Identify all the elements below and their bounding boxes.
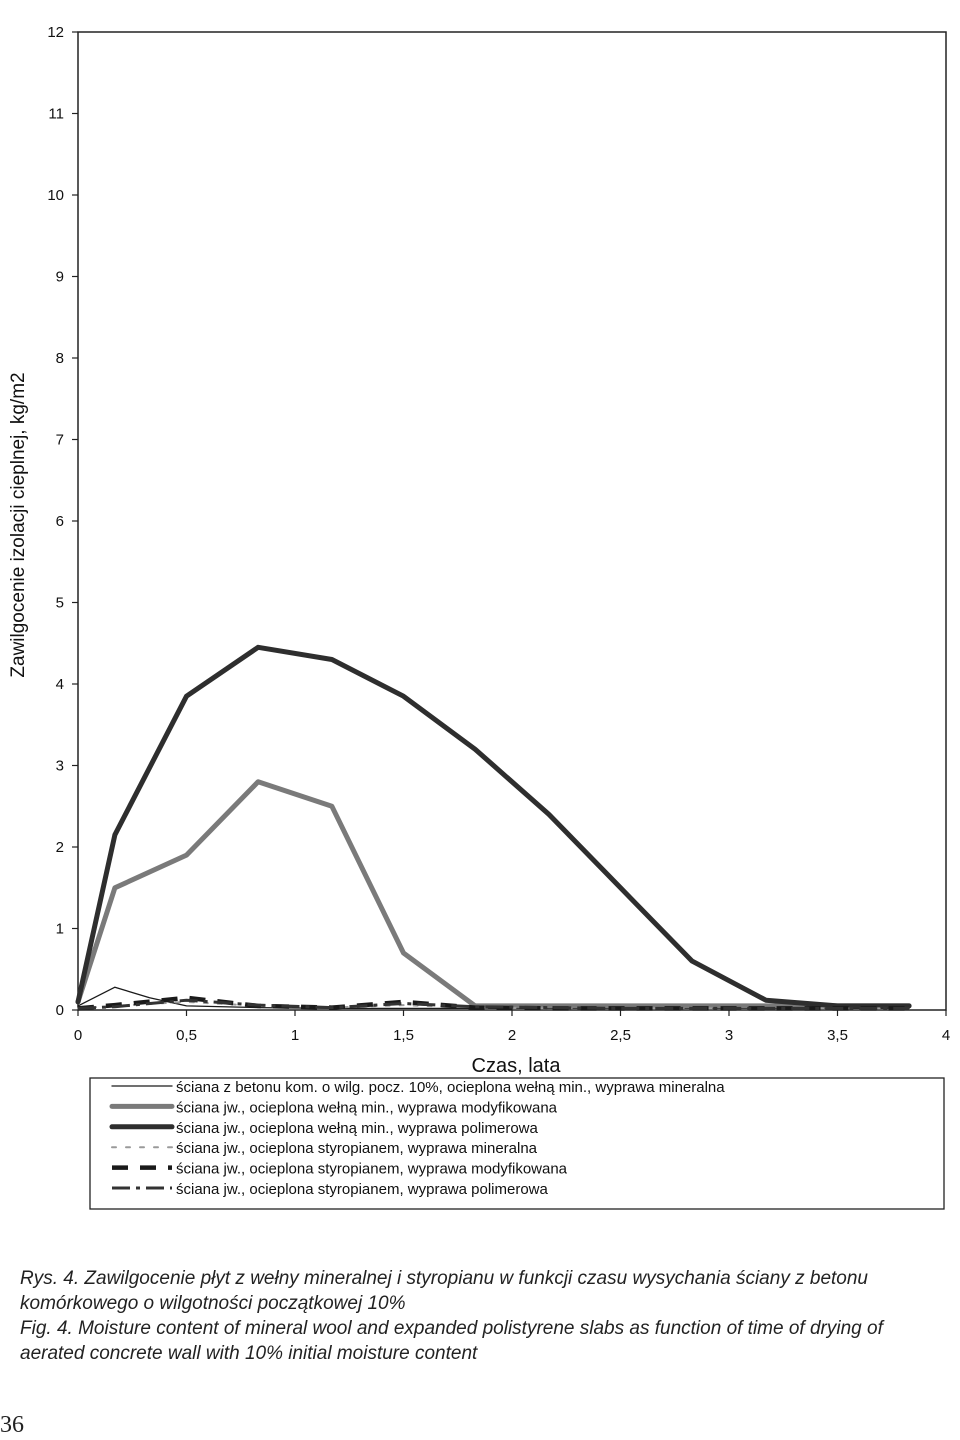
x-tick-label: 0 xyxy=(74,1027,82,1044)
y-tick-label: 12 xyxy=(47,24,64,41)
x-axis-label: Czas, lata xyxy=(472,1055,562,1077)
y-tick-label: 6 xyxy=(56,513,64,530)
y-tick-label: 1 xyxy=(56,921,64,938)
x-tick-label: 0,5 xyxy=(176,1027,197,1044)
x-tick-label: 2 xyxy=(508,1027,516,1044)
y-tick-label: 9 xyxy=(56,269,64,286)
y-tick-label: 10 xyxy=(47,187,64,204)
series-line-6 xyxy=(77,998,910,1010)
y-tick-label: 0 xyxy=(56,1002,64,1019)
plot-area xyxy=(77,31,947,1011)
figure-caption-polish: Rys. 4. Zawilgocenie płyt z wełny minera… xyxy=(20,1268,868,1314)
x-tick-label: 2,5 xyxy=(610,1027,631,1044)
x-tick-label: 1,5 xyxy=(393,1027,414,1044)
x-axis-ticks: 0 0,5 1 1,5 2 2,5 3 3,5 4 xyxy=(74,1010,950,1044)
x-tick-label: 4 xyxy=(942,1027,950,1044)
legend-label-5: ściana jw., ocieplona styropianem, wypra… xyxy=(176,1161,568,1178)
series-line-3 xyxy=(75,644,912,1009)
y-tick-label: 7 xyxy=(56,432,64,449)
x-tick-label: 1 xyxy=(291,1027,299,1044)
legend-box xyxy=(89,1077,945,1210)
legend-label-4: ściana jw., ocieplona styropianem, wypra… xyxy=(176,1140,538,1157)
x-tick-label: 3,5 xyxy=(827,1027,848,1044)
figure-caption-english: Fig. 4. Moisture content of mineral wool… xyxy=(20,1318,883,1364)
legend-label-2: ściana jw., ocieplona wełną min., wypraw… xyxy=(176,1099,558,1116)
legend: ściana z betonu kom. o wilg. pocz. 10%, … xyxy=(109,1079,725,1198)
y-axis-label: Zawilgocenie izolacji cieplnej, kg/m2 xyxy=(8,372,29,677)
y-tick-label: 11 xyxy=(48,106,64,123)
legend-label-1: ściana z betonu kom. o wilg. pocz. 10%, … xyxy=(176,1079,725,1096)
x-tick-label: 3 xyxy=(725,1027,733,1044)
y-tick-label: 4 xyxy=(56,676,64,693)
y-tick-label: 5 xyxy=(56,595,64,612)
legend-label-6: ściana jw., ocieplona styropianem, wypra… xyxy=(176,1181,549,1198)
y-tick-label: 8 xyxy=(56,350,64,367)
series-line-5 xyxy=(77,995,910,1011)
legend-label-3: ściana jw., ocieplona wełną min., wypraw… xyxy=(176,1120,538,1137)
page-number: 36 xyxy=(0,1412,24,1438)
series-layer xyxy=(75,644,912,1011)
y-tick-label: 3 xyxy=(56,758,64,775)
y-tick-label: 2 xyxy=(56,839,64,856)
